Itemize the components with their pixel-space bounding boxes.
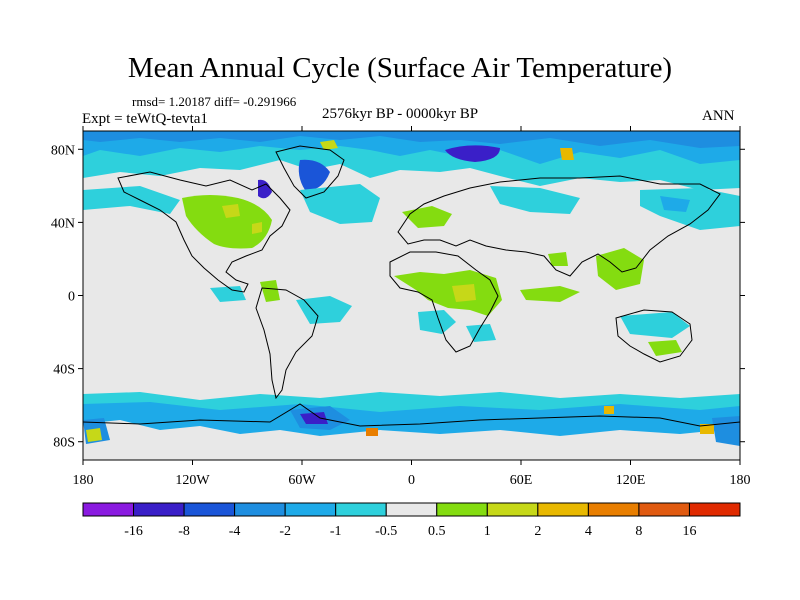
lat-tick-label: 80N xyxy=(51,143,75,158)
colorbar-swatch xyxy=(638,502,690,517)
colorbar: -16 -8 -4 -2 -1 -0.5 0.5 1 2 4 8 16 xyxy=(82,502,741,539)
coast-antarctica xyxy=(83,403,740,427)
region-natlantic-cyan xyxy=(300,184,380,224)
lat-tick-label: 0 xyxy=(68,290,75,305)
period-label: 2576kyr BP - 0000kyr BP xyxy=(322,106,479,122)
lon-tick-label: 180 xyxy=(730,473,751,488)
coastlines xyxy=(83,145,740,427)
colorbar-label: -2 xyxy=(279,524,291,539)
season-label: ANN xyxy=(702,108,735,124)
region-ross-yellow xyxy=(86,428,102,442)
chart-title: Mean Annual Cycle (Surface Air Temperatu… xyxy=(127,52,673,84)
region-satlantic-cyan xyxy=(296,296,352,324)
region-arctic-blue xyxy=(83,131,740,148)
coast-eurasia xyxy=(397,175,721,277)
colorbar-swatch xyxy=(234,502,286,517)
colorbar-swatch xyxy=(183,502,236,517)
stats-text: rmsd= 1.20187 diff= -0.291966 xyxy=(132,94,297,109)
region-ross-blue-east xyxy=(712,416,740,446)
region-namerica-yellow-2 xyxy=(252,222,262,234)
region-antarctic-orange-3 xyxy=(700,424,714,434)
region-antarctica-grey xyxy=(83,420,740,460)
region-madagascar-cyan xyxy=(466,324,496,342)
region-australia-green xyxy=(648,340,682,356)
region-greenland-yellow xyxy=(320,140,338,150)
colorbar-swatch xyxy=(688,502,741,517)
colorbar-swatch xyxy=(284,502,337,517)
region-australia-cyan xyxy=(620,312,690,338)
region-weddell-darkblue xyxy=(300,412,328,424)
region-europe-green xyxy=(402,206,452,228)
region-siberia-orange xyxy=(560,148,574,160)
lon-tick-label: 60W xyxy=(288,473,316,488)
region-greenland-blue xyxy=(298,159,330,191)
experiment-label: Expt = teWtQ-tevta1 xyxy=(82,111,208,127)
lat-tick-label: 40N xyxy=(51,216,75,231)
region-baffin-darkblue xyxy=(258,179,272,199)
region-eurasia-cyan xyxy=(490,186,580,214)
region-africa-yellow xyxy=(452,284,476,302)
colorbar-label: 2 xyxy=(534,524,541,539)
colorbar-swatch xyxy=(537,502,589,517)
region-namerica-green xyxy=(182,195,272,249)
colorbar-swatch xyxy=(335,502,387,517)
lon-tick-label: 60E xyxy=(510,473,533,488)
region-indianocean-green xyxy=(520,286,580,302)
region-antarctic-orange xyxy=(366,428,378,436)
colorbar-swatch xyxy=(133,502,185,517)
region-africa-green xyxy=(394,270,502,316)
colorbar-label: -1 xyxy=(330,524,342,539)
coast-australia xyxy=(615,309,693,363)
colorbar-label: -8 xyxy=(178,524,190,539)
colorbar-label: -0.5 xyxy=(375,524,397,539)
colorbar-label: -4 xyxy=(229,524,241,539)
colorbar-swatch xyxy=(436,502,488,517)
colorbar-swatch xyxy=(385,502,438,517)
lon-tick-label: 180 xyxy=(73,473,94,488)
colorbar-label: 1 xyxy=(484,524,491,539)
lon-tick-label: 0 xyxy=(408,473,415,488)
lat-tick-label: 80S xyxy=(53,436,75,451)
colorbar-swatch xyxy=(587,502,640,517)
region-epacific-cyan xyxy=(210,286,246,302)
latitude-axis: 80N 40N 0 40S 80S xyxy=(51,143,745,451)
lon-tick-label: 120W xyxy=(175,473,210,488)
region-india-green xyxy=(548,252,568,266)
coast-north-america xyxy=(117,171,291,293)
region-nwpacific-lightblue xyxy=(660,196,690,212)
region-barents-darkblue xyxy=(445,145,500,162)
colorbar-label: 0.5 xyxy=(428,524,446,539)
colorbar-swatch xyxy=(486,502,539,517)
coast-south-america xyxy=(255,287,319,400)
region-sw-africa-cyan xyxy=(418,310,456,334)
coast-greenland xyxy=(275,145,345,199)
lat-tick-label: 40S xyxy=(53,363,75,378)
region-npacific-cyan xyxy=(83,186,180,214)
region-samerica-green xyxy=(260,280,280,302)
coast-africa xyxy=(389,251,499,353)
region-seasia-green xyxy=(596,248,644,290)
region-namerica-yellow xyxy=(222,204,240,218)
colorbar-swatch xyxy=(82,502,135,517)
region-antarctic-orange-2 xyxy=(604,406,614,414)
colorbar-label: 4 xyxy=(585,524,592,539)
colorbar-label: 8 xyxy=(635,524,642,539)
lon-tick-label: 120E xyxy=(616,473,646,488)
longitude-axis: 180 120W 60W 0 60E 120E 180 xyxy=(73,126,751,488)
colorbar-label: -16 xyxy=(124,524,143,539)
colorbar-label: 16 xyxy=(682,524,696,539)
